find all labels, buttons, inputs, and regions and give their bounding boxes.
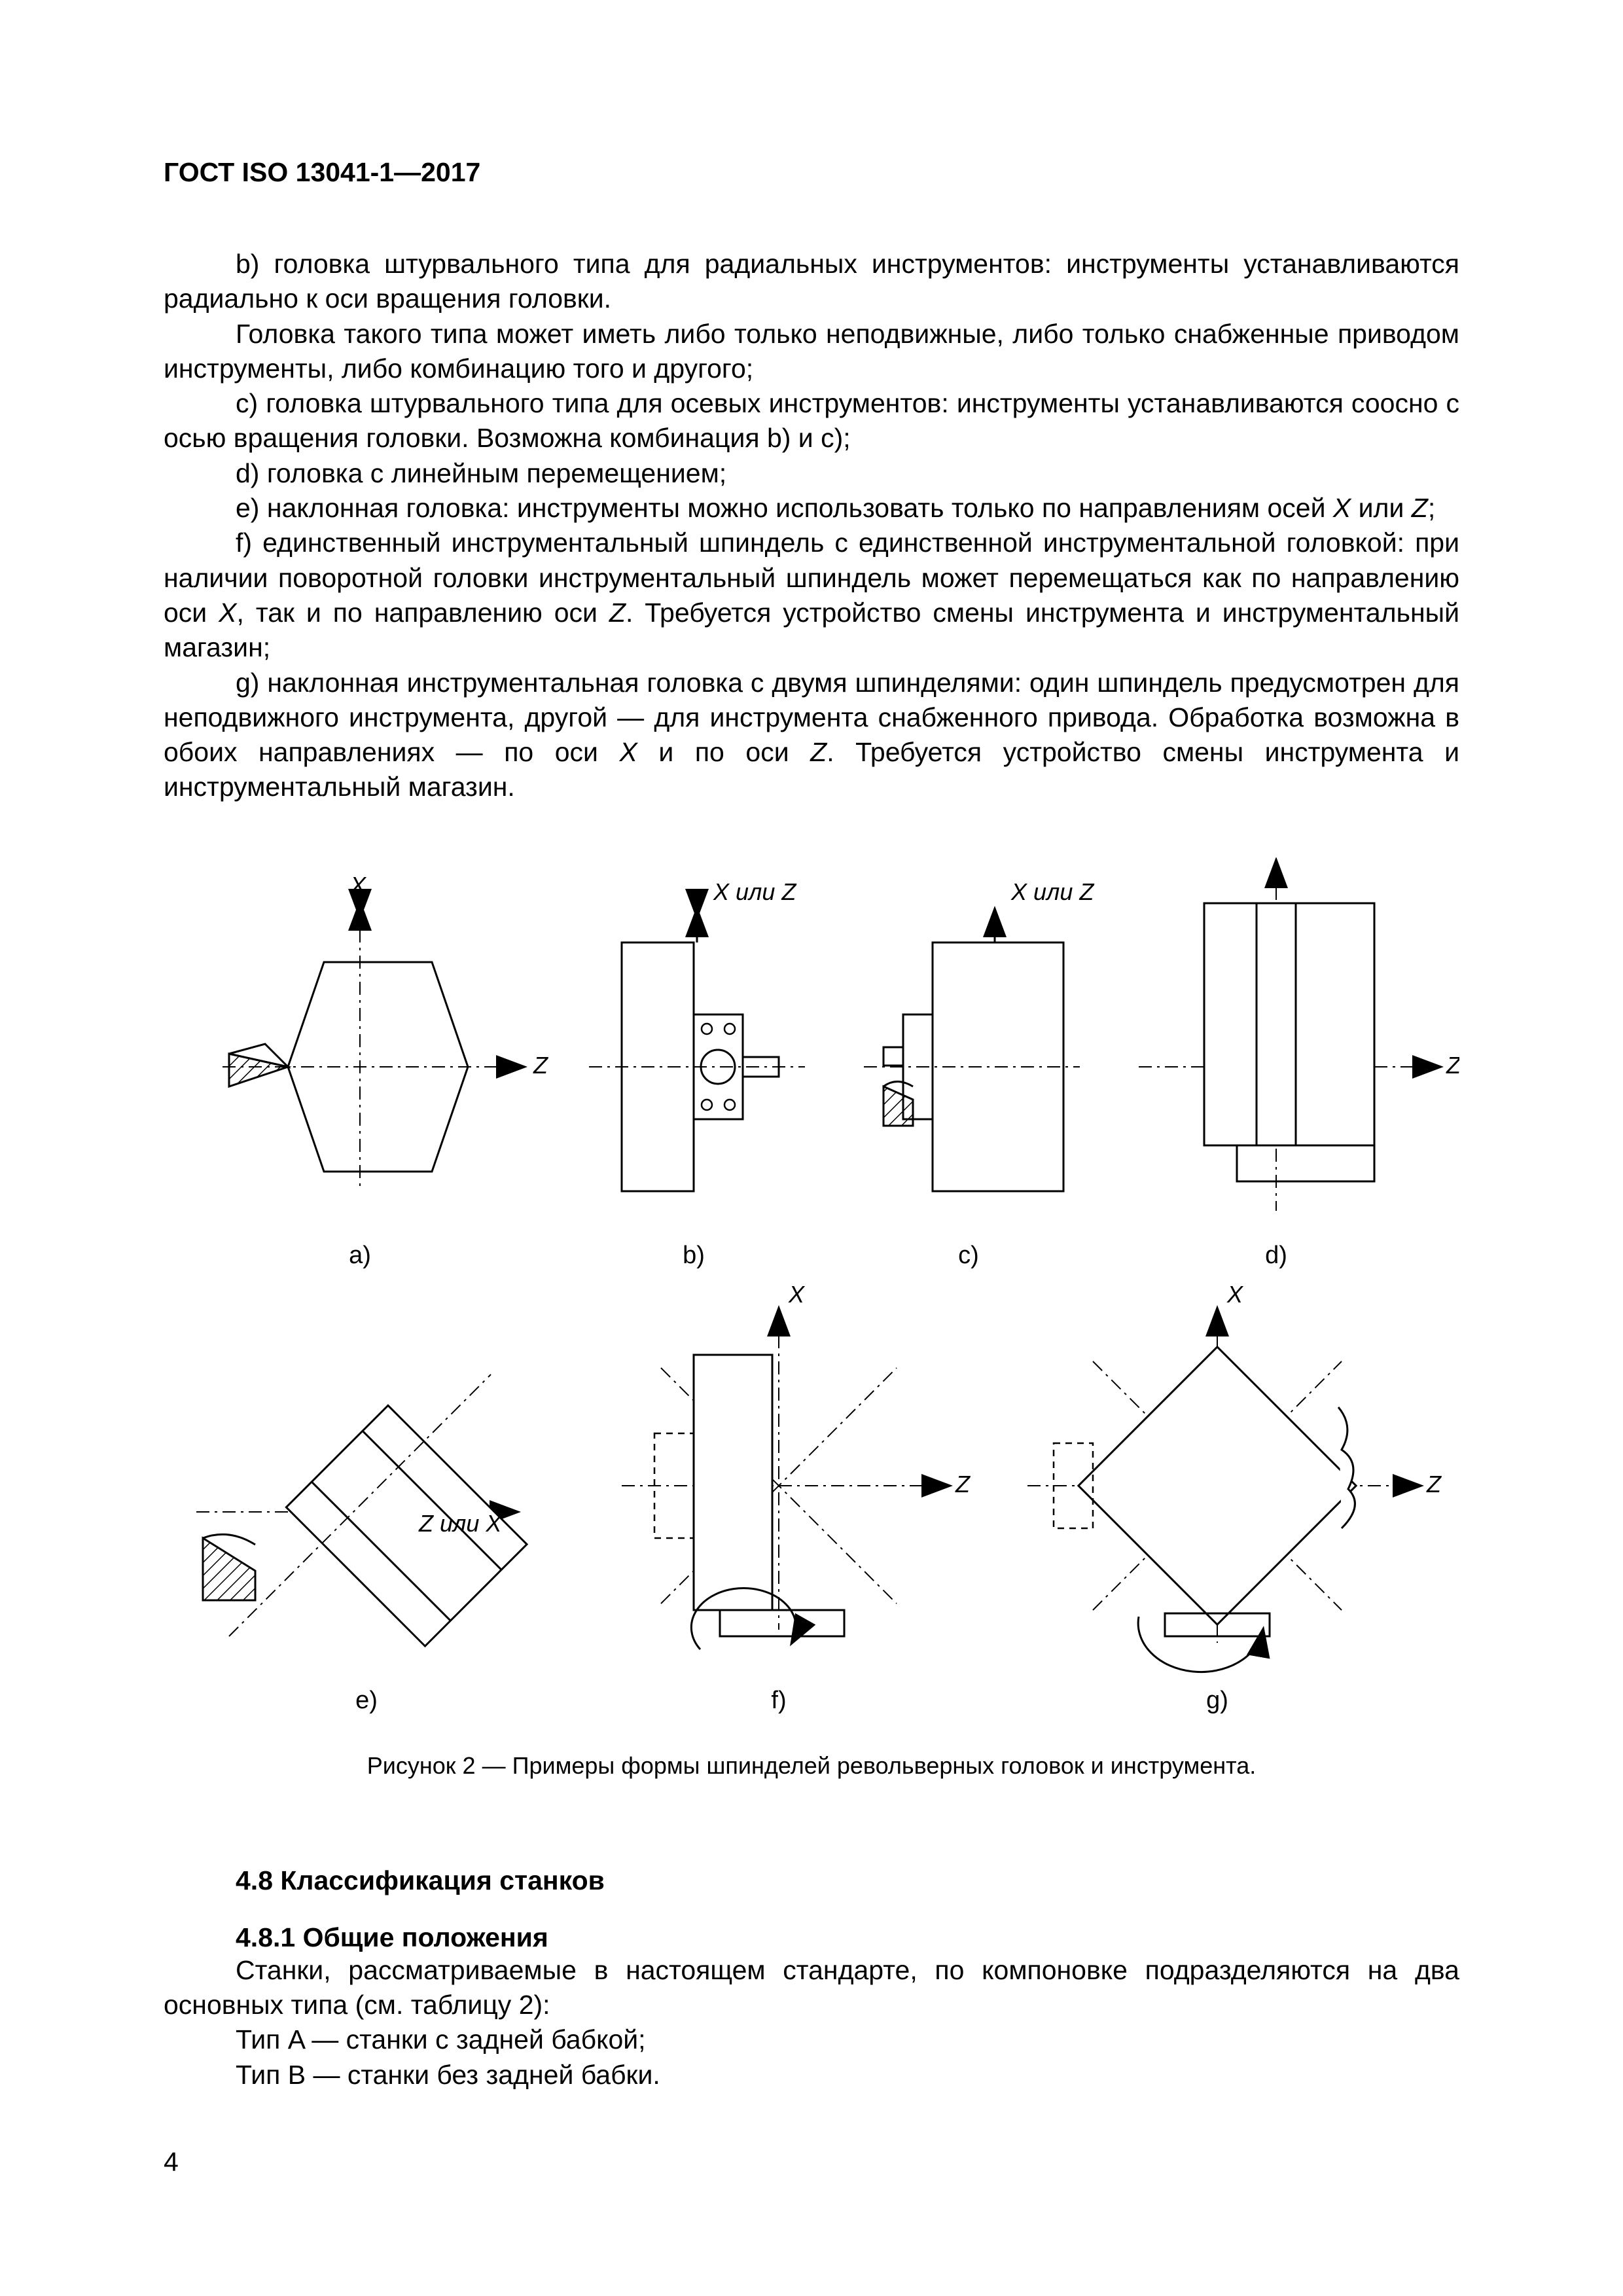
heading-4-8: 4.8 Классификация станков [236, 1865, 1459, 1896]
svg-text:d): d) [1265, 1242, 1287, 1269]
diagram-b: X или Z [589, 878, 805, 1191]
svg-text:X: X [1226, 1281, 1244, 1308]
para-c: c) головка штурвального типа для осевых … [164, 386, 1459, 456]
svg-text:Z: Z [955, 1471, 971, 1498]
para-b: b) головка штурвального типа для радиаль… [164, 247, 1459, 317]
diagram-g: X Z [1027, 1281, 1442, 1672]
svg-text:Z: Z [1446, 1052, 1459, 1079]
svg-text:e): e) [355, 1687, 378, 1714]
page-number: 4 [164, 2147, 179, 2178]
svg-text:X или Z: X или Z [713, 878, 796, 905]
svg-text:f): f) [771, 1687, 786, 1714]
svg-text:a): a) [349, 1242, 371, 1269]
page-content: ГОСТ ISO 13041-1—2017 b) головка штурвал… [164, 157, 1459, 2092]
svg-text:X или Z: X или Z [1010, 878, 1094, 905]
figure-2-svg: X Z X или Z [164, 857, 1459, 1826]
body-text: b) головка штурвального типа для радиаль… [164, 247, 1459, 805]
diagram-e: Z или X [196, 1374, 527, 1646]
svg-text:Z или X: Z или X [418, 1510, 503, 1537]
diagram-a: X Z [223, 872, 548, 1191]
svg-text:g): g) [1206, 1687, 1228, 1714]
svg-text:Z: Z [1426, 1471, 1442, 1498]
diagram-c: X или Z [864, 878, 1094, 1191]
svg-text:X: X [1266, 857, 1283, 859]
standard-code: ГОСТ ISO 13041-1—2017 [164, 157, 1459, 188]
heading-4-8-1: 4.8.1 Общие положения [236, 1922, 1459, 1953]
svg-text:X: X [788, 1281, 806, 1308]
para-f: f) единственный инструментальный шпиндел… [164, 526, 1459, 665]
diagram-f: X Z [622, 1281, 971, 1649]
svg-text:Z: Z [533, 1052, 548, 1079]
svg-text:c): c) [958, 1242, 979, 1269]
svg-text:b): b) [683, 1242, 705, 1269]
section-4-8-1-body: Станки, рассматриваемые в настоящем стан… [164, 1953, 1459, 2092]
para-d: d) головка с линейным перемещением; [164, 456, 1459, 491]
para-b2: Головка такого типа может иметь либо тол… [164, 317, 1459, 387]
figure-caption: Рисунок 2 — Примеры формы шпинделей рево… [367, 1752, 1256, 1779]
svg-text:X: X [349, 872, 367, 899]
diagram-d: X Z [1139, 857, 1459, 1211]
para-e: e) наклонная головка: инструменты можно … [164, 491, 1459, 526]
para-g: g) наклонная инструментальная головка с … [164, 666, 1459, 805]
figure-2: X Z X или Z [164, 857, 1459, 1829]
